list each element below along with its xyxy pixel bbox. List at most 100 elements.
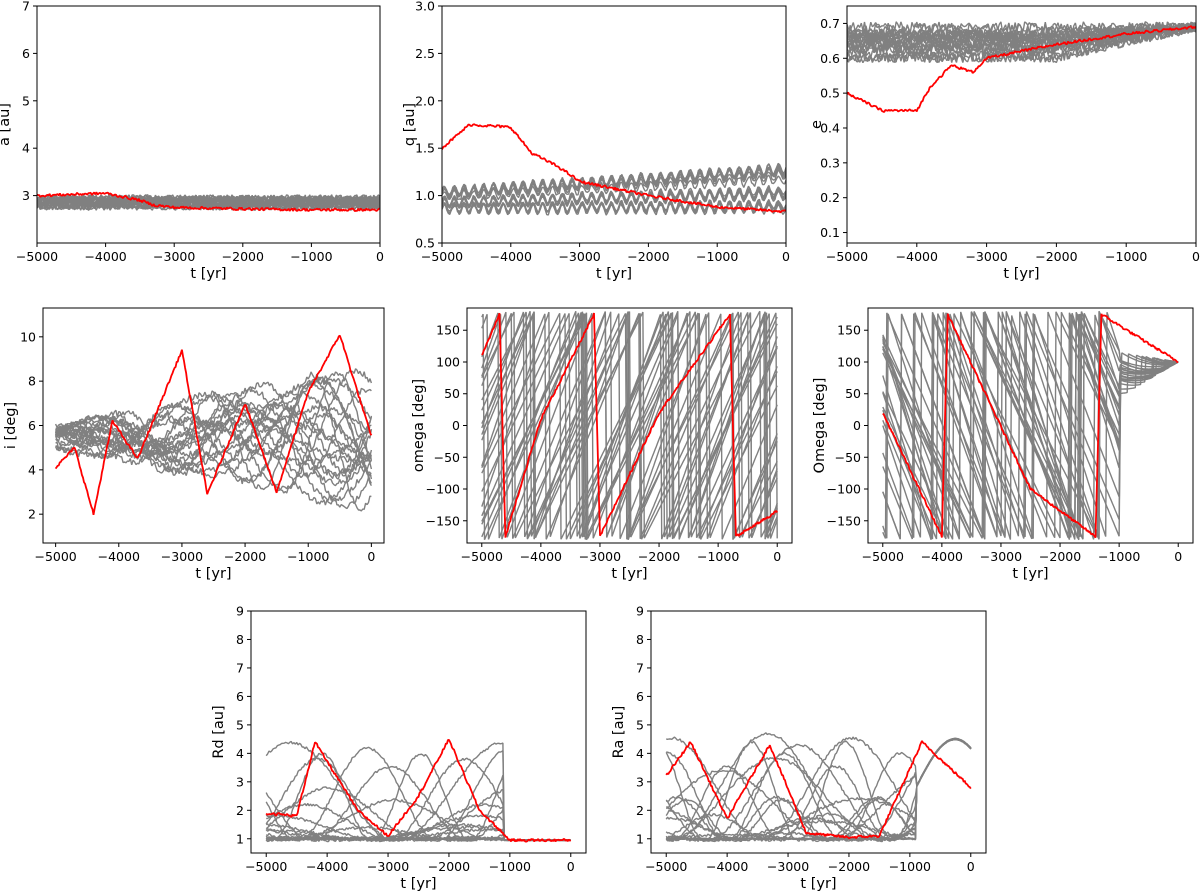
y-tick-label: 10 (20, 329, 36, 344)
y-tick-label: 0 (452, 418, 460, 433)
x-tick-label: −2000 (638, 549, 680, 564)
x-tick-label: −3000 (161, 549, 203, 564)
x-tick-label: 0 (1192, 249, 1200, 264)
y-tick-label: 1 (236, 831, 244, 846)
y-tick-label: 5 (22, 93, 30, 108)
panel-Rd: −5000 −4000 −3000 −2000 −1000 0 1 2 3 4 5 6 7 8 9 t [yr… (211, 604, 587, 891)
x-tick-label: −3000 (965, 249, 1007, 264)
y-tick-label: 6 (636, 689, 644, 704)
clone-line (37, 194, 380, 203)
y-tick-label: 0.1 (820, 225, 840, 240)
clone-line (882, 311, 1179, 541)
x-tick-label: −4000 (98, 549, 140, 564)
y-tick-label: 0.3 (820, 155, 840, 170)
y-tick-label: 2.0 (415, 93, 435, 108)
clone-line (265, 757, 571, 842)
clone-line (481, 311, 778, 540)
y-tick-label: −150 (827, 513, 861, 528)
y-axis-label: Omega [deg] (812, 378, 828, 474)
plot-area-a (37, 191, 380, 212)
y-tick-label: 150 (436, 323, 460, 338)
plot-area-Omega (882, 310, 1179, 541)
x-tick-label: −2000 (224, 549, 266, 564)
plot-area-e (847, 21, 1196, 113)
y-tick-label: 100 (436, 354, 460, 369)
clone-line (882, 311, 1179, 540)
clone-line (882, 311, 1179, 539)
x-tick-label: −1000 (1105, 249, 1147, 264)
clone-line (666, 737, 972, 842)
clone-line (54, 391, 372, 506)
clone-line (37, 195, 380, 204)
x-tick-label: −3000 (767, 859, 809, 874)
plot-area-omega (481, 310, 778, 541)
x-axis-label: t [yr] (1003, 266, 1039, 282)
panel-e: −5000 −4000 −3000 −2000 −1000 0 0.1 0.2 0.3 0.4 0.… (809, 5, 1200, 282)
clone-line (665, 737, 972, 842)
x-tick-label: −5000 (645, 859, 687, 874)
plot-area-i (54, 334, 373, 516)
x-tick-label: 0 (1174, 549, 1182, 564)
x-tick-label: −4000 (921, 549, 963, 564)
nominal-line-a (37, 191, 380, 212)
axes-frame (846, 5, 1197, 244)
axes-frame (650, 610, 987, 854)
nominal-line-i (54, 334, 373, 516)
clone-line (847, 21, 1196, 35)
x-tick-label: −1000 (287, 549, 329, 564)
clone-line (481, 311, 778, 540)
x-tick-label: −2000 (1035, 249, 1077, 264)
nominal-line-Ra (665, 740, 972, 840)
y-tick-label: 50 (444, 386, 460, 401)
x-tick-label: −4000 (306, 859, 348, 874)
x-tick-label: 0 (782, 249, 790, 264)
y-tick-label: 50 (845, 386, 861, 401)
y-tick-label: −100 (827, 482, 861, 497)
x-tick-label: −1000 (697, 549, 739, 564)
x-tick-label: −5000 (245, 859, 287, 874)
x-tick-label: −1000 (1098, 549, 1140, 564)
x-axis-label: t [yr] (190, 266, 226, 282)
y-tick-label: 5 (636, 717, 644, 732)
clone-line (481, 311, 778, 540)
x-tick-label: −4000 (84, 249, 126, 264)
x-tick-label: 0 (367, 549, 375, 564)
clone-line (481, 311, 778, 539)
y-tick-label: 1.5 (415, 141, 435, 156)
x-axis-label: t [yr] (400, 876, 436, 891)
y-tick-label: 4 (636, 746, 644, 761)
y-axis-label: Rd [au] (211, 705, 227, 758)
x-tick-label: −3000 (579, 549, 621, 564)
clone-line (54, 368, 373, 492)
clone-line (442, 201, 786, 216)
x-tick-label: −4000 (706, 859, 748, 874)
y-tick-label: 4 (28, 462, 36, 477)
x-tick-label: −4000 (896, 249, 938, 264)
y-tick-label: 7 (22, 0, 30, 14)
x-tick-label: −5000 (16, 249, 58, 264)
y-tick-label: −50 (434, 450, 460, 465)
y-tick-label: 0.7 (820, 16, 840, 31)
plot-area-Rd (265, 739, 572, 843)
panel-omega: −5000 −4000 −3000 −2000 −1000 0 −150 −100 −50 0 50… (411, 307, 793, 582)
y-tick-label: 4 (236, 746, 244, 761)
y-tick-label: 150 (837, 323, 861, 338)
y-tick-label: 8 (28, 374, 36, 389)
clone-line (442, 168, 786, 199)
x-axis-label: t [yr] (800, 876, 836, 891)
y-tick-label: 3 (22, 188, 30, 203)
panel-i: −5000 −4000 −3000 −2000 −1000 0 2 4 6 8 10 t [yr] i … (3, 307, 385, 582)
x-tick-label: −2000 (627, 249, 669, 264)
x-tick-label: −2000 (222, 249, 264, 264)
y-tick-label: 4 (22, 141, 30, 156)
y-axis-label: Ra [au] (611, 706, 627, 759)
y-tick-label: 6 (236, 689, 244, 704)
x-axis-label: t [yr] (1012, 566, 1048, 582)
y-tick-label: −150 (426, 513, 460, 528)
x-tick-label: −1000 (489, 859, 531, 874)
x-tick-label: −5000 (34, 549, 76, 564)
y-axis-label: e (809, 120, 825, 129)
x-tick-label: −3000 (558, 249, 600, 264)
y-tick-label: −50 (835, 450, 861, 465)
